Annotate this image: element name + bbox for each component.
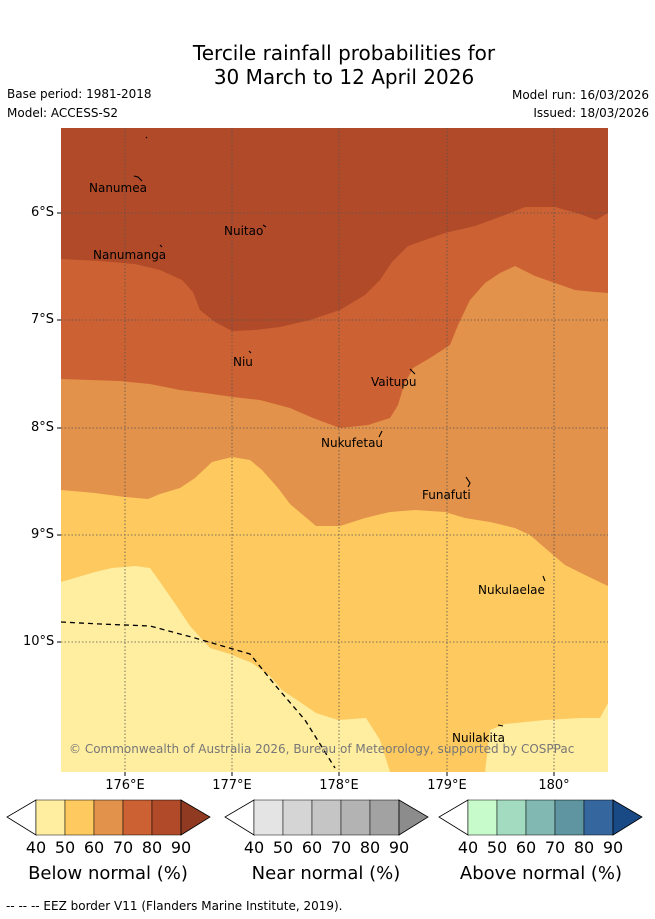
colorbar-below-normal-swatch (151, 799, 182, 836)
longitude-label: 179°E (427, 778, 467, 793)
colorbar-tick: 70 (112, 838, 134, 857)
latitude-label: 6°S (31, 205, 55, 220)
colorbar-above-normal-swatch (554, 799, 585, 836)
colorbar-tick: 40 (457, 838, 479, 857)
map-title-line1: Tercile rainfall probabilities for (192, 41, 496, 65)
colorbar-tick: 50 (54, 838, 76, 857)
colorbar-near-normal-label: Near normal (%) (251, 863, 401, 884)
colorbar-near-normal-swatch (369, 799, 400, 836)
colorbar-near-normal-swatch (311, 799, 342, 836)
colorbar-above-normal-under-arrow (438, 799, 469, 836)
colorbar-below-normal-swatch (35, 799, 66, 836)
place-label: Nukulaelae (478, 583, 545, 597)
colorbar-above-normal-swatch (525, 799, 556, 836)
issued-date: Issued: 18/03/2026 (533, 106, 649, 120)
base-period: Base period: 1981-2018 (7, 87, 152, 101)
colorbar-tick: 40 (25, 838, 47, 857)
latitude-label: 9°S (31, 527, 55, 542)
place-label: Funafuti (422, 488, 471, 502)
latitude-label: 10°S (23, 634, 55, 649)
colorbar-tick: 50 (486, 838, 508, 857)
eez-border-line (61, 621, 336, 769)
colorbar-below-normal-swatch (93, 799, 124, 836)
place-label: Nuilakita (452, 731, 505, 745)
model-run: Model run: 16/03/2026 (511, 88, 649, 102)
colorbar-above-normal-swatch (496, 799, 527, 836)
colorbar-tick: 60 (301, 838, 323, 857)
colorbar-tick: 80 (573, 838, 595, 857)
map-gridlines (61, 128, 608, 772)
colorbar-near-normal-swatch (340, 799, 371, 836)
longitude-label: 180° (538, 778, 570, 793)
longitude-label: 178°E (319, 778, 359, 793)
place-label: Nanumanga (93, 248, 167, 262)
colorbar-above-normal-swatch (583, 799, 614, 836)
colorbar-below-normal-swatch (122, 799, 153, 836)
colorbar-above-normal-label: Above normal (%) (459, 863, 623, 884)
longitude-label: 176°E (105, 778, 145, 793)
colorbar-above-normal-swatch (467, 799, 498, 836)
colorbar-tick: 50 (272, 838, 294, 857)
colorbar-tick: 90 (602, 838, 624, 857)
place-label: Vaitupu (371, 375, 417, 389)
colorbar-near-normal-swatch (282, 799, 313, 836)
place-label: Nukufetau (321, 436, 384, 450)
colorbar-tick: 70 (544, 838, 566, 857)
colorbar-below-normal-swatch (64, 799, 95, 836)
colorbar-below-normal-label: Below normal (%) (28, 863, 188, 884)
colorbar-near-normal (224, 799, 429, 836)
longitude-label: 177°E (212, 778, 252, 793)
colorbar-above-normal (438, 799, 643, 836)
colorbar-tick: 80 (359, 838, 381, 857)
colorbar-near-normal-over-arrow (398, 799, 429, 836)
colorbar-tick: 90 (388, 838, 410, 857)
place-label: Nuitao (224, 224, 264, 238)
place-label: Nanumea (89, 181, 147, 195)
axis-ticks (57, 212, 555, 776)
latitude-label: 8°S (31, 420, 55, 435)
colorbar-tick: 40 (243, 838, 265, 857)
colorbar-near-normal-under-arrow (224, 799, 255, 836)
colorbar-tick: 60 (515, 838, 537, 857)
place-label: Niu (233, 355, 253, 369)
colorbar-tick: 80 (141, 838, 163, 857)
copyright-notice: © Commonwealth of Australia 2026, Bureau… (69, 742, 575, 756)
island-markers (133, 136, 546, 727)
latitude-label: 7°S (31, 312, 55, 327)
eez-border-legend: -- -- -- EEZ border V11 (Flanders Marine… (6, 899, 343, 913)
below-normal-80-90-region (61, 128, 608, 331)
colorbar-above-normal-over-arrow (612, 799, 643, 836)
model-name: Model: ACCESS-S2 (7, 106, 119, 120)
colorbar-tick: 90 (170, 838, 192, 857)
colorbar-tick: 70 (330, 838, 352, 857)
colorbar-near-normal-swatch (253, 799, 284, 836)
colorbar-tick: 60 (83, 838, 105, 857)
colorbar-below-normal-over-arrow (180, 799, 211, 836)
colorbar-below-normal-under-arrow (6, 799, 37, 836)
map-title-line2: 30 March to 12 April 2026 (213, 65, 475, 89)
colorbar-below-normal (6, 799, 211, 836)
